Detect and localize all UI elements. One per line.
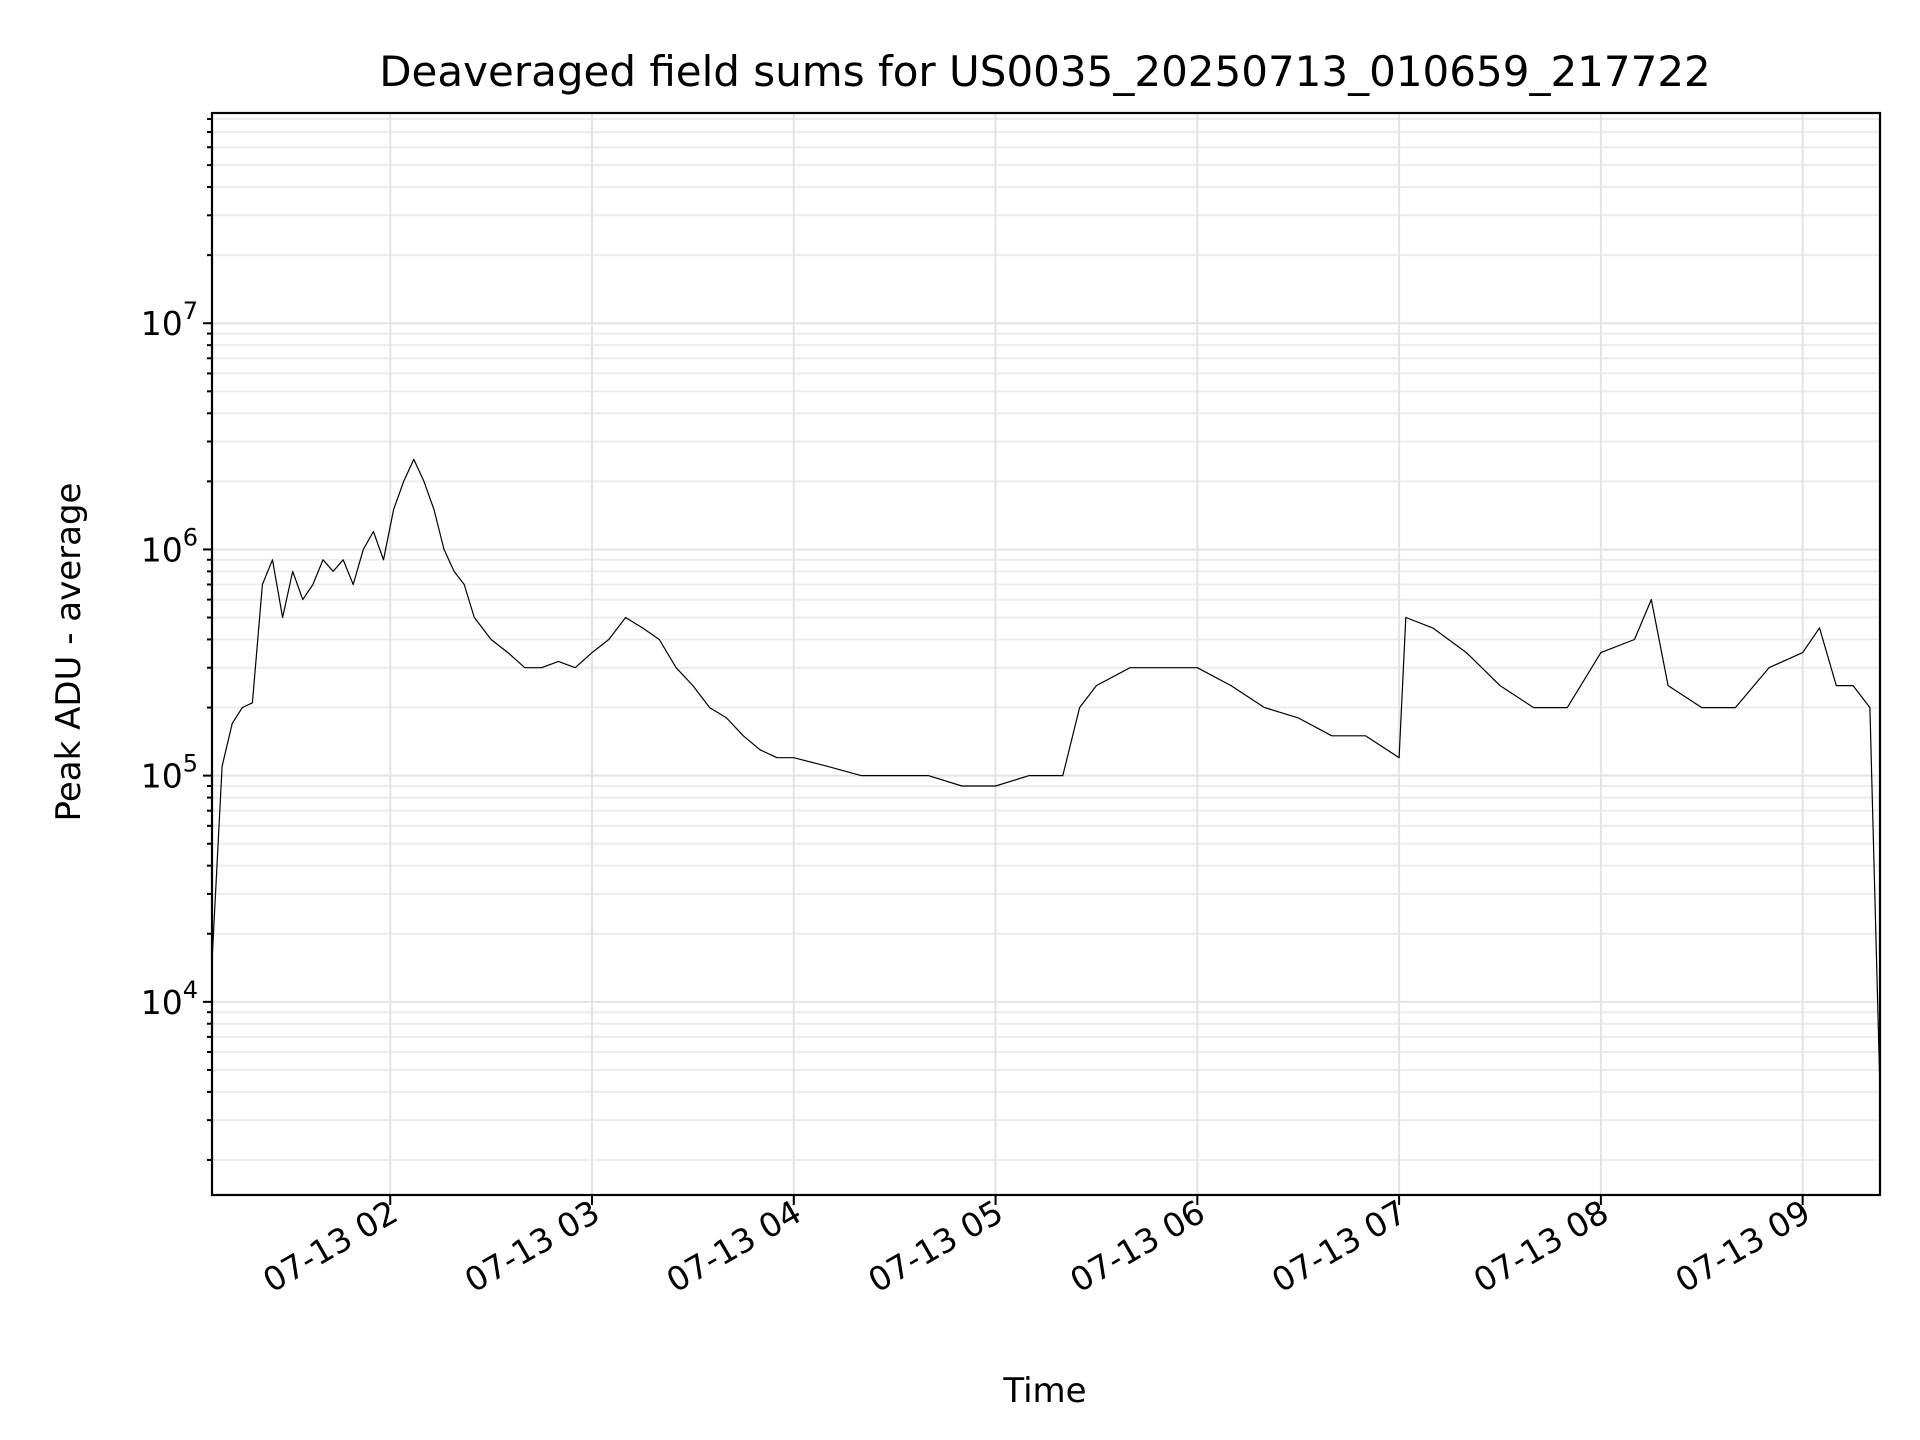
y-tick-label: 107 — [141, 297, 198, 343]
y-axis-label: Peak ADU - average — [49, 483, 89, 822]
series-line — [211, 458, 1881, 1092]
series-layer — [211, 458, 1881, 1092]
x-axis-label: Time — [1002, 1371, 1086, 1411]
grid-layer — [212, 113, 1880, 1195]
chart-title: Deaveraged field sums for US0035_2025071… — [379, 47, 1711, 96]
y-tick-label: 105 — [141, 750, 198, 796]
y-tick-label: 106 — [141, 523, 198, 569]
y-tick-label: 104 — [141, 976, 198, 1022]
plot-area-frame — [210, 111, 1882, 1197]
